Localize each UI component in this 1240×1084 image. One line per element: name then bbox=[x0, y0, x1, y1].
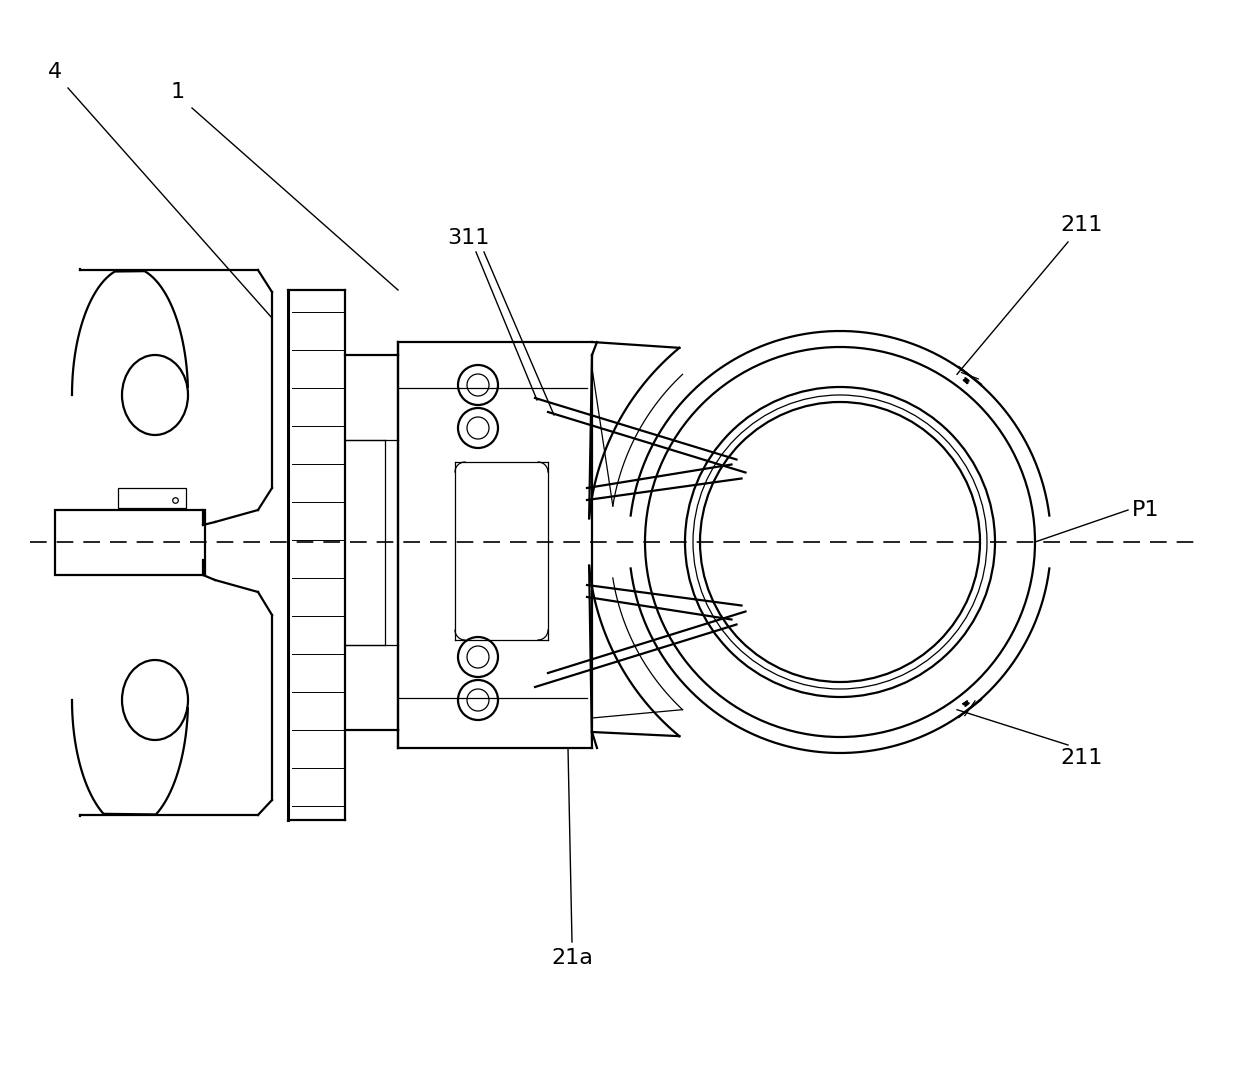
Text: 1: 1 bbox=[171, 82, 185, 102]
Bar bbox=[55, 509, 205, 575]
Text: 311: 311 bbox=[446, 228, 490, 248]
Text: 211: 211 bbox=[1060, 215, 1104, 235]
Text: P1: P1 bbox=[1132, 500, 1159, 520]
Text: 211: 211 bbox=[1060, 748, 1104, 767]
Text: 4: 4 bbox=[48, 62, 62, 82]
Bar bbox=[118, 488, 186, 508]
Text: 21a: 21a bbox=[551, 948, 593, 968]
